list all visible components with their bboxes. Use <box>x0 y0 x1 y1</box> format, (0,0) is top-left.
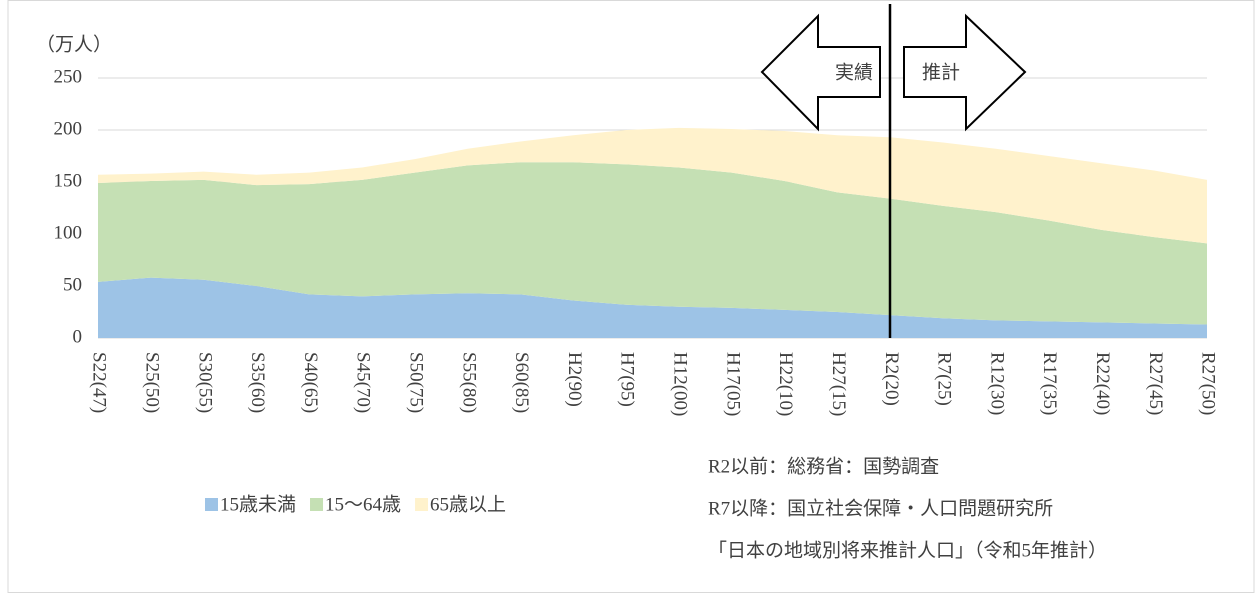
legend-label: 15～64歳 <box>325 493 401 515</box>
arrow-label: 推計 <box>922 61 960 83</box>
y-tick-label: 200 <box>54 118 83 139</box>
legend-label: 15歳未満 <box>220 493 296 515</box>
area <box>98 277 1207 338</box>
x-tick-label: R7(25) <box>934 352 955 406</box>
x-tick-label: R2(20) <box>881 352 902 406</box>
y-tick-label: 150 <box>54 170 83 191</box>
y-unit-label: （万人） <box>36 33 112 55</box>
legend-swatch <box>310 498 324 511</box>
x-tick-label: H17(05) <box>722 352 743 416</box>
x-tick-label: S45(70) <box>353 352 374 413</box>
x-tick-label: S60(85) <box>511 352 532 413</box>
x-tick-label: R27(45) <box>1145 352 1166 415</box>
note: R7以降：国立社会保障・人口問題研究所 <box>708 497 1053 519</box>
note: 「日本の地域別将来推計人口」（令和5年推計） <box>708 539 1107 561</box>
area <box>98 127 1207 244</box>
x-tick-label: R17(35) <box>1039 352 1060 415</box>
x-tick-label: S22(47) <box>89 352 110 413</box>
x-tick-label: R27(50) <box>1198 352 1219 415</box>
x-tick-label: H2(90) <box>564 352 585 407</box>
y-tick-label: 250 <box>54 66 83 87</box>
x-tick-label: H27(15) <box>828 352 849 416</box>
x-tick-label: H12(00) <box>670 352 691 416</box>
y-tick-label: 50 <box>63 274 82 295</box>
y-tick-label: 0 <box>73 326 83 347</box>
x-tick-label: R22(40) <box>1092 352 1113 415</box>
y-tick-label: 100 <box>54 222 83 243</box>
x-tick-label: S35(60) <box>247 352 268 413</box>
right-arrow <box>903 13 1027 132</box>
x-tick-label: S30(55) <box>194 352 215 413</box>
legend-swatch <box>205 498 218 511</box>
x-tick-label: H7(95) <box>617 352 638 407</box>
left-arrow <box>760 13 881 132</box>
legend-swatch <box>415 498 429 511</box>
note: R2以前：総務省：国勢調査 <box>708 455 939 477</box>
x-tick-label: S50(75) <box>405 352 426 413</box>
arrow-label: 実績 <box>835 61 873 83</box>
chart-border <box>7 0 1255 593</box>
x-tick-label: R12(30) <box>986 352 1007 415</box>
x-tick-label: H22(10) <box>775 352 796 416</box>
legend-label: 65歳以上 <box>430 493 506 515</box>
area <box>98 162 1207 325</box>
x-tick-label: S40(65) <box>300 352 321 413</box>
x-tick-label: S55(80) <box>458 352 479 413</box>
x-tick-label: S25(50) <box>141 352 162 413</box>
